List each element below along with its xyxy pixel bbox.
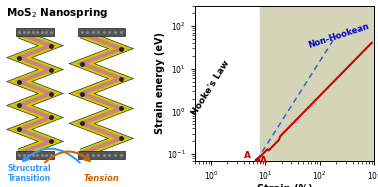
Text: Strucutral
Transition: Strucutral Transition [8, 164, 51, 183]
Y-axis label: Strain energy (eV): Strain energy (eV) [155, 32, 165, 134]
Text: Non-Hookean: Non-Hookean [307, 21, 370, 50]
Bar [77, 28, 125, 36]
Text: A: A [244, 151, 251, 160]
Bar [260, 6, 378, 161]
Bar [16, 151, 54, 159]
Text: A: A [260, 156, 267, 165]
Bar [77, 151, 125, 159]
X-axis label: Strain (%): Strain (%) [257, 184, 312, 187]
Text: Tension: Tension [83, 174, 119, 183]
Bar [16, 28, 54, 36]
Text: MoS$_2$ Nanospring: MoS$_2$ Nanospring [6, 6, 108, 20]
Text: Hooke's Law: Hooke's Law [191, 59, 232, 117]
